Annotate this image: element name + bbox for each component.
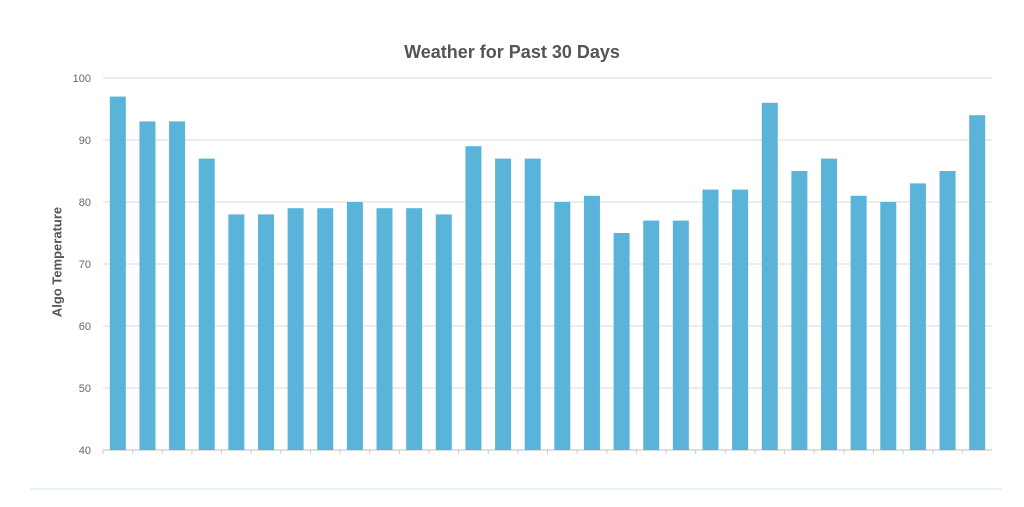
bar-day-23[interactable]	[761, 102, 778, 451]
bar-day-24[interactable]	[791, 171, 808, 450]
bar-day-30[interactable]	[969, 115, 986, 450]
bar-day-14[interactable]	[495, 158, 512, 450]
bar-day-3[interactable]	[169, 121, 186, 451]
y-tick-label: 100	[73, 73, 91, 85]
bar-day-17[interactable]	[583, 195, 600, 450]
bar-day-20[interactable]	[672, 220, 689, 450]
bar-day-28[interactable]	[909, 183, 926, 450]
bar-day-6[interactable]	[257, 214, 274, 450]
bar-day-22[interactable]	[732, 189, 749, 450]
y-tick-label: 60	[79, 321, 91, 333]
chart-title: Weather for Past 30 Days	[404, 42, 620, 62]
bar-day-21[interactable]	[702, 189, 719, 450]
bar-day-5[interactable]	[228, 214, 245, 450]
bar-day-4[interactable]	[198, 158, 215, 450]
bar-day-11[interactable]	[406, 208, 423, 450]
bar-day-9[interactable]	[346, 202, 363, 450]
y-tick-label: 40	[79, 445, 91, 457]
bar-day-25[interactable]	[821, 158, 838, 450]
bar-day-15[interactable]	[524, 158, 541, 450]
bar-day-13[interactable]	[465, 146, 482, 450]
y-tick-label: 50	[79, 383, 91, 395]
bottom-divider	[30, 488, 1002, 490]
bar-day-18[interactable]	[613, 233, 630, 450]
bar-day-26[interactable]	[850, 195, 867, 450]
bar-day-12[interactable]	[435, 214, 452, 450]
bar-day-19[interactable]	[643, 220, 660, 450]
y-tick-label: 90	[79, 135, 91, 147]
bar-day-27[interactable]	[880, 202, 897, 450]
y-tick-label: 80	[79, 197, 91, 209]
bar-day-29[interactable]	[939, 171, 956, 450]
bar-day-16[interactable]	[554, 202, 571, 450]
bar-day-1[interactable]	[109, 96, 126, 450]
bar-day-10[interactable]	[376, 208, 393, 450]
bar-day-8[interactable]	[317, 208, 334, 450]
y-tick-label: 70	[79, 259, 91, 271]
bar-day-7[interactable]	[287, 208, 304, 450]
bar-day-2[interactable]	[139, 121, 156, 451]
